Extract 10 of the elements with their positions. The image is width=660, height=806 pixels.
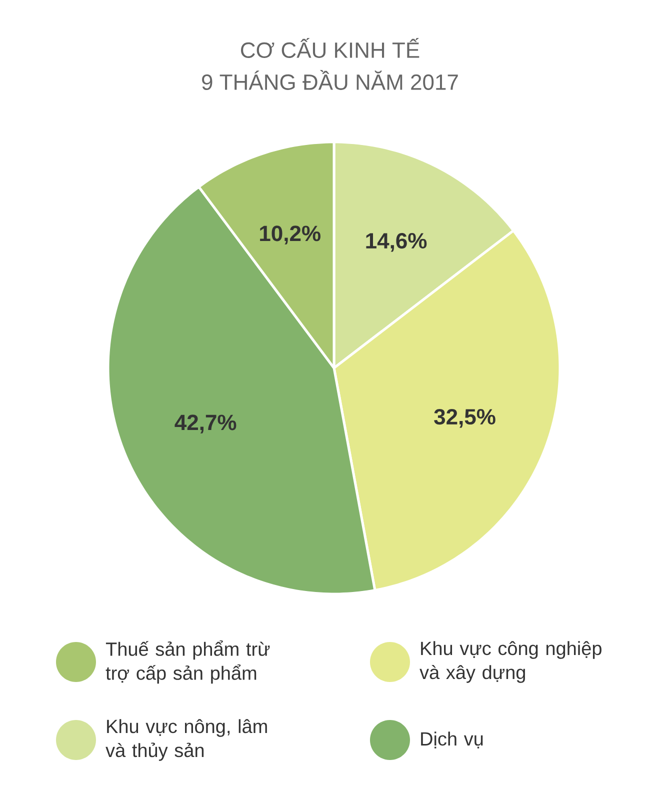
data-label: 10,2% (260, 226, 320, 244)
data-label: 14,6% (366, 232, 427, 252)
chart-subtitle: 9 THÁNG ĐẦU NĂM 2017 (202, 70, 458, 90)
legend-label: Khu vực công nghiệp và xây dựng (420, 641, 602, 683)
legend-label: Thuế sản phẩm trừ trợ cấp sản phẩm (106, 640, 270, 684)
legend-label: Dịch vụ (421, 732, 483, 748)
legend-label: Khu vực nông, lâm và thủy sản (106, 719, 267, 761)
data-label: 32,5% (434, 408, 496, 428)
chart-title: CƠ CẤU KINH TẾ (241, 38, 420, 58)
data-label: 42,7% (174, 414, 236, 434)
